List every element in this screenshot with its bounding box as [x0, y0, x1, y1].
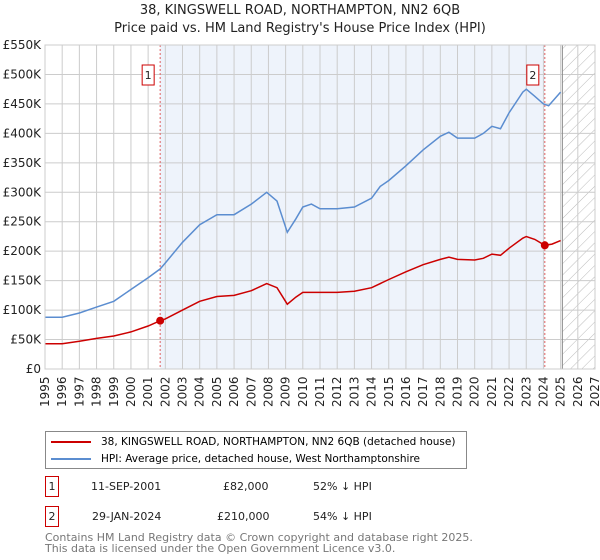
x-tick-label: 1998 — [90, 376, 104, 407]
plot-frame — [44, 44, 596, 370]
x-tick-label: 2012 — [330, 376, 344, 407]
x-tick-label: 2019 — [451, 376, 465, 407]
x-tick-label: 2013 — [347, 376, 361, 407]
x-tick-label: 1999 — [107, 376, 121, 407]
y-tick-label: £350K — [3, 156, 43, 170]
x-tick-label: 2027 — [588, 376, 600, 407]
sale-label-box — [141, 64, 155, 86]
x-tick-label: 2000 — [124, 376, 138, 407]
x-tick-label: 2023 — [519, 376, 533, 407]
x-tick-label: 2002 — [158, 376, 172, 407]
sale-hpi: 54% ↓ HPI — [313, 510, 372, 523]
x-tick-label: 2025 — [554, 376, 568, 407]
x-tick-label: 2022 — [502, 376, 516, 407]
series-line — [45, 88, 562, 318]
chart-subtitle: Price paid vs. HM Land Registry's House … — [114, 21, 486, 36]
y-tick-label: £550K — [3, 38, 43, 52]
sale-date: 29-JAN-2024 — [92, 510, 162, 523]
legend-swatch-red — [51, 441, 91, 443]
sale-date: 11-SEP-2001 — [91, 480, 162, 493]
x-tick-label: 2016 — [399, 376, 413, 407]
legend: 38, KINGSWELL ROAD, NORTHAMPTON, NN2 6QB… — [45, 431, 467, 469]
x-tick-label: 2011 — [313, 376, 327, 407]
legend-label: 38, KINGSWELL ROAD, NORTHAMPTON, NN2 6QB… — [101, 436, 456, 448]
price-chart: 1995 1996 1997 1998 1999 2000 2001 2002 2003 2004… — [3, 38, 600, 407]
x-tick-label: 1997 — [72, 376, 86, 407]
y-tick-label: £300K — [3, 185, 43, 199]
y-tick-label: £400K — [3, 126, 43, 140]
x-tick-label: 2003 — [176, 376, 190, 407]
x-tick-label: 2001 — [141, 376, 155, 407]
y-tick-label: £450K — [3, 97, 43, 111]
x-tick-label: 2008 — [261, 376, 275, 407]
chart-title: 38, KINGSWELL ROAD, NORTHAMPTON, NN2 6QB — [139, 3, 461, 18]
footer-line-2: This data is licensed under the Open Gov… — [45, 542, 396, 555]
x-tick-label: 2004 — [193, 376, 207, 407]
x-tick-label: 2021 — [485, 376, 499, 407]
x-tick-label: 2005 — [210, 376, 224, 407]
sale-price: £82,000 — [223, 480, 269, 493]
x-tick-label: 2009 — [279, 376, 293, 407]
x-tick-label: 2024 — [536, 376, 550, 407]
x-tick-label: 2017 — [416, 376, 430, 407]
x-tick-label: 2026 — [571, 376, 585, 407]
y-tick-label: £100K — [3, 303, 43, 317]
sale-label: 1 — [145, 69, 152, 82]
x-tick-label: 2006 — [227, 376, 241, 407]
x-tick-label: 2015 — [382, 376, 396, 407]
sale-point — [540, 241, 549, 250]
sale-price: £210,000 — [217, 510, 270, 523]
legend-swatch-blue — [51, 458, 91, 460]
sale-marker: 1 — [45, 476, 59, 497]
y-tick-label: £50K — [10, 333, 42, 347]
y-tick-label: £0 — [26, 362, 41, 376]
legend-item-hpi: HPI: Average price, detached house, West… — [51, 453, 420, 465]
x-tick-label: 2020 — [468, 376, 482, 407]
x-tick-label: 2007 — [244, 376, 258, 407]
footer-line-1: Contains HM Land Registry data © Crown c… — [45, 531, 473, 544]
sale-label-box — [526, 64, 540, 86]
sale-hpi: 52% ↓ HPI — [313, 480, 372, 493]
footer: Contains HM Land Registry data © Crown c… — [45, 532, 473, 554]
x-tick-label: 1995 — [38, 376, 52, 407]
forecast-hatch — [562, 45, 595, 369]
legend-item-property: 38, KINGSWELL ROAD, NORTHAMPTON, NN2 6QB… — [51, 436, 455, 448]
x-tick-label: 2018 — [433, 376, 447, 407]
y-tick-label: £250K — [3, 215, 43, 229]
x-tick-label: 2010 — [296, 376, 310, 407]
series-line — [45, 235, 561, 345]
sale-marker: 2 — [45, 506, 59, 527]
y-tick-label: £500K — [3, 67, 43, 81]
sale-point — [156, 316, 165, 325]
legend-label: HPI: Average price, detached house, West… — [101, 453, 420, 465]
x-tick-label: 2014 — [365, 376, 379, 407]
sale-label: 2 — [529, 69, 536, 82]
y-tick-label: £150K — [3, 274, 43, 288]
y-tick-label: £200K — [3, 244, 43, 258]
x-tick-label: 1996 — [55, 376, 69, 407]
